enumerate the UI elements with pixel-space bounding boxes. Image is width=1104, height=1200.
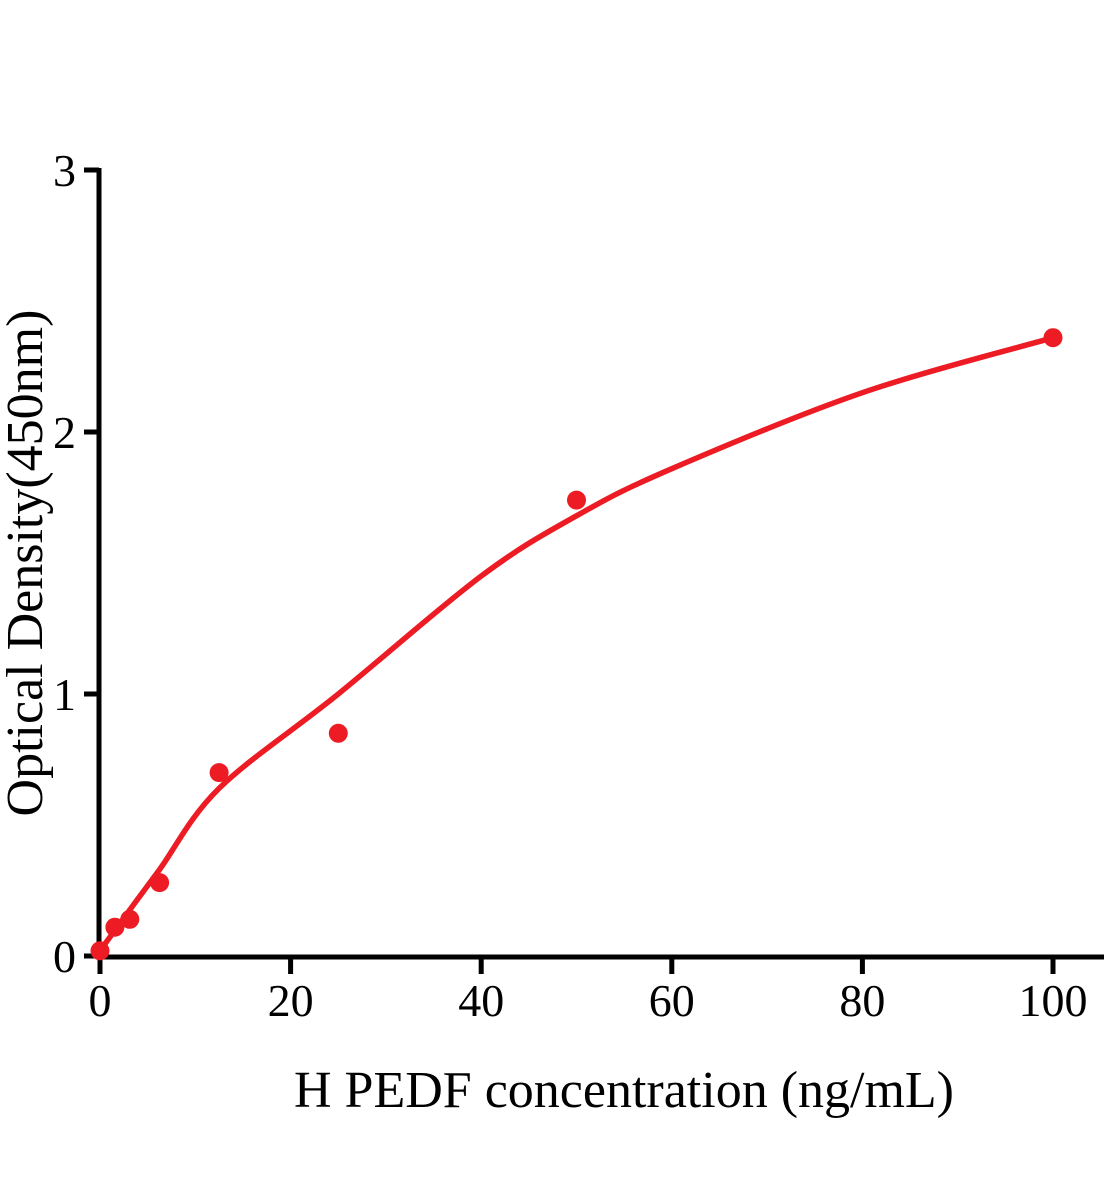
y-tick-label: 1	[53, 669, 76, 720]
y-tick-label: 3	[53, 145, 76, 196]
data-point	[209, 763, 229, 783]
data-points	[90, 328, 1063, 961]
data-point	[90, 941, 110, 961]
data-point	[120, 909, 140, 929]
x-axis-title: H PEDF concentration (ng/mL)	[294, 1062, 954, 1119]
x-tick-label: 100	[1019, 975, 1088, 1026]
x-tick-label: 60	[649, 975, 695, 1026]
x-tick-label: 0	[89, 975, 112, 1026]
x-tick-label: 40	[458, 975, 504, 1026]
y-tick-label: 0	[53, 931, 76, 982]
data-point	[150, 873, 170, 893]
data-point	[105, 917, 125, 937]
fit-curve-line	[97, 334, 1056, 954]
data-point	[328, 723, 348, 743]
y-tick-label: 2	[53, 407, 76, 458]
data-point	[567, 490, 586, 510]
data-point	[1043, 328, 1063, 348]
x-tick-label: 80	[839, 975, 885, 1026]
x-tick-label: 20	[268, 975, 314, 1026]
axes: 0 20 40 60 80 100 0 1 2 3	[53, 145, 1104, 1026]
y-axis-title: Optical Density(450nm)	[0, 310, 54, 817]
